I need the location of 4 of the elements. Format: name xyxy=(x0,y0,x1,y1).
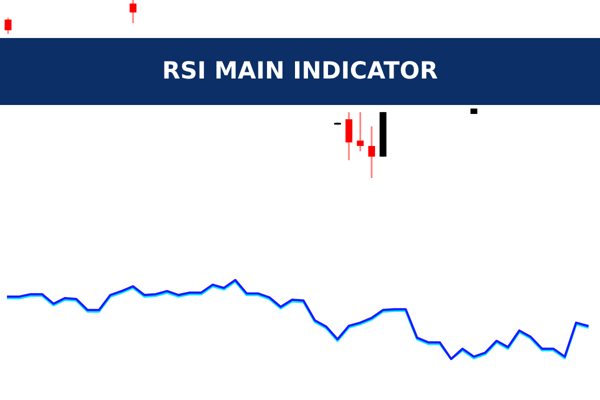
candlestick xyxy=(380,111,386,158)
candlestick xyxy=(470,108,478,115)
candlestick xyxy=(334,122,341,126)
text: RSI MAIN INDICATOR xyxy=(164,60,438,79)
